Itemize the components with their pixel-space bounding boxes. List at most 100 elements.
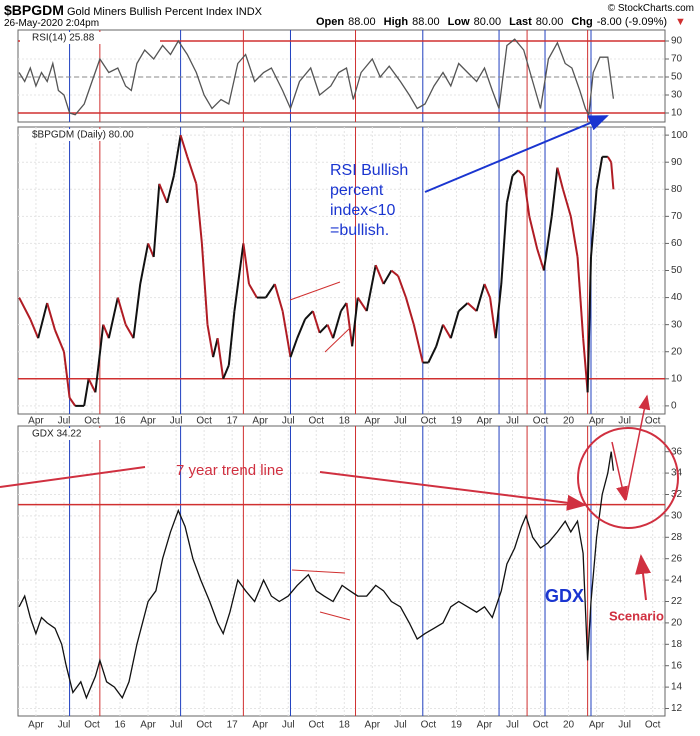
line-segment: [576, 256, 585, 339]
x-tick-label: Apr: [28, 720, 44, 731]
line-segment: [517, 169, 525, 177]
y-tick-label: 36: [671, 446, 683, 457]
label-bg: [20, 32, 160, 44]
line-segment: [489, 297, 497, 339]
line-segment: [158, 183, 169, 204]
x-tick-label: 19: [451, 720, 463, 731]
x-tick-label: Apr: [28, 416, 44, 427]
x-tick-label: 16: [114, 720, 126, 731]
y-tick-label: 70: [671, 54, 683, 65]
line-segment: [18, 297, 32, 320]
x-tick-label: Jul: [618, 720, 631, 731]
x-tick-label: 18: [339, 720, 351, 731]
x-tick-label: Apr: [252, 416, 268, 427]
line-segment: [586, 256, 592, 393]
line-segment: [212, 337, 219, 358]
x-tick-label: Oct: [196, 720, 212, 731]
x-tick-label: 20: [563, 720, 575, 731]
line-segment: [365, 264, 377, 312]
annotation: RSI Bullish: [330, 162, 408, 179]
y-tick-label: 40: [671, 292, 683, 303]
line-segment: [147, 243, 155, 258]
line-segment: [62, 351, 71, 398]
panel-label: $BPGDM (Daily) 80.00: [32, 130, 134, 141]
line-segment: [289, 337, 299, 358]
line-segment: [466, 302, 478, 312]
y-tick-label: 100: [671, 130, 688, 141]
line-segment: [248, 283, 258, 299]
quote-label: Low: [447, 16, 470, 28]
line-segment: [405, 297, 415, 325]
line-segment: [233, 243, 245, 312]
x-tick-label: Apr: [477, 416, 493, 427]
line-segment: [195, 183, 203, 244]
y-tick-label: 22: [671, 596, 683, 607]
label-bg: [20, 129, 160, 141]
y-tick-label: 26: [671, 553, 683, 564]
y-tick-label: 90: [671, 157, 683, 168]
line-segment: [200, 243, 209, 325]
x-tick-label: Oct: [533, 416, 549, 427]
x-tick-label: Oct: [645, 720, 661, 731]
panel-frame: [17, 425, 666, 717]
annotation: index<10: [330, 202, 395, 219]
y-tick-label: 30: [671, 319, 683, 330]
line-segment: [374, 264, 385, 285]
x-tick-label: Jul: [170, 720, 183, 731]
series-line: [18, 451, 615, 700]
annotation: 7 year trend line: [176, 462, 284, 479]
line-segment: [102, 324, 110, 339]
line-segment: [116, 297, 127, 325]
line-segment: [68, 397, 77, 407]
annotation: Scenario: [609, 608, 664, 623]
line-segment: [304, 310, 314, 320]
annotation: percent: [330, 182, 384, 199]
line-segment: [107, 297, 119, 339]
line-segment: [29, 318, 40, 339]
line-segment: [427, 345, 438, 363]
y-tick-label: 20: [671, 618, 683, 629]
panel-frame: [17, 29, 666, 123]
x-tick-label: Jul: [394, 416, 407, 427]
line-segment: [124, 324, 135, 339]
line-segment: [412, 324, 424, 363]
y-tick-label: 30: [671, 90, 683, 101]
line-segment: [216, 338, 225, 379]
line-segment: [522, 175, 531, 217]
line-segment: [458, 302, 469, 312]
x-tick-label: Apr: [589, 416, 605, 427]
line-segment: [505, 175, 514, 204]
y-tick-label: 24: [671, 575, 683, 586]
x-tick-label: Jul: [58, 720, 71, 731]
line-segment: [87, 378, 97, 393]
annotation-arrows: [0, 115, 679, 621]
line-segment: [390, 269, 399, 277]
date: 26-May-2020 2:04pm: [4, 18, 100, 29]
x-tick-label: 17: [227, 416, 239, 427]
line-segment: [326, 324, 335, 339]
line-segment: [83, 378, 90, 407]
x-tick-label: Jul: [282, 720, 295, 731]
line-segment: [46, 302, 56, 331]
y-tick-label: 14: [671, 682, 683, 693]
y-tick-label: 90: [671, 36, 683, 47]
line-segment: [500, 202, 508, 285]
y-tick-label: 50: [671, 72, 683, 83]
line-segment: [166, 175, 175, 204]
line-segment: [242, 243, 250, 285]
x-tick-label: Jul: [282, 416, 295, 427]
x-tick-label: Apr: [477, 720, 493, 731]
y-tick-label: 0: [671, 401, 677, 412]
line-segment: [281, 310, 292, 358]
x-tick-label: Apr: [140, 720, 156, 731]
line-segment: [536, 248, 545, 271]
panel-label: GDX 34.22: [32, 429, 82, 440]
line-segment: [356, 297, 368, 312]
line-segment: [206, 324, 215, 358]
x-tick-label: Apr: [140, 416, 156, 427]
quote-value: -8.00 (-9.09%): [596, 16, 668, 28]
line-segment: [589, 189, 598, 258]
line-segment: [606, 156, 613, 163]
line-segment: [595, 156, 604, 190]
x-tick-label: Oct: [84, 720, 100, 731]
